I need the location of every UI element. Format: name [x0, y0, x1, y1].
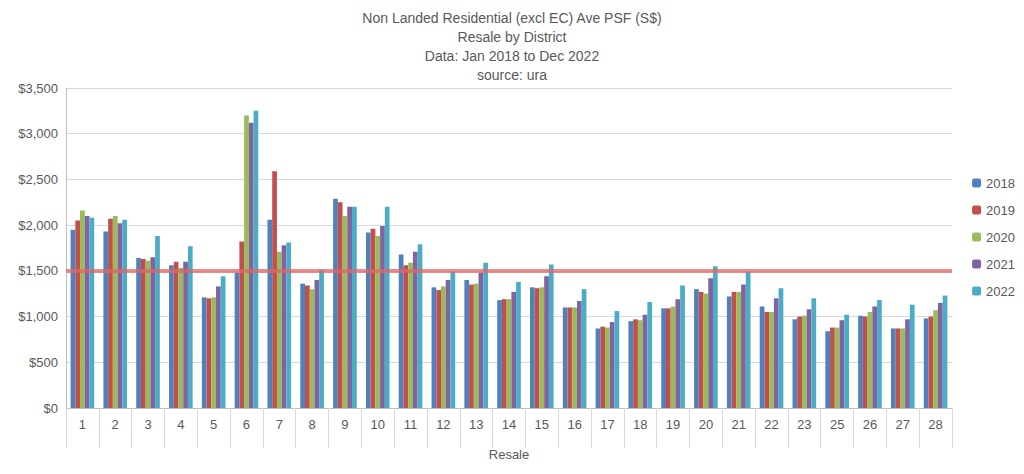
svg-text:10: 10: [371, 417, 385, 432]
svg-text:22: 22: [764, 417, 778, 432]
svg-text:19: 19: [666, 417, 680, 432]
svg-text:21: 21: [731, 417, 745, 432]
svg-text:Data: Jan 2018 to Dec 2022: Data: Jan 2018 to Dec 2022: [425, 48, 600, 64]
svg-text:2020: 2020: [986, 230, 1015, 245]
svg-text:9: 9: [341, 417, 348, 432]
svg-text:18: 18: [633, 417, 647, 432]
svg-text:source: ura: source: ura: [477, 67, 547, 83]
svg-text:1: 1: [79, 417, 86, 432]
svg-text:12: 12: [436, 417, 450, 432]
svg-text:Resale: Resale: [489, 447, 529, 462]
svg-text:23: 23: [797, 417, 811, 432]
svg-text:6: 6: [243, 417, 250, 432]
svg-text:$1,500: $1,500: [18, 263, 58, 278]
svg-text:5: 5: [210, 417, 217, 432]
svg-text:16: 16: [567, 417, 581, 432]
svg-text:14: 14: [502, 417, 516, 432]
svg-text:20: 20: [699, 417, 713, 432]
svg-text:3: 3: [144, 417, 151, 432]
svg-text:7: 7: [276, 417, 283, 432]
svg-text:11: 11: [404, 417, 418, 432]
svg-text:Non Landed Residential (excl E: Non Landed Residential (excl EC) Ave PSF…: [362, 10, 661, 26]
svg-text:4: 4: [177, 417, 184, 432]
svg-text:13: 13: [469, 417, 483, 432]
svg-text:28: 28: [928, 417, 942, 432]
svg-text:2022: 2022: [986, 284, 1015, 299]
svg-text:15: 15: [535, 417, 549, 432]
svg-text:$0: $0: [44, 401, 58, 416]
svg-text:17: 17: [600, 417, 614, 432]
svg-text:26: 26: [863, 417, 877, 432]
svg-text:$2,500: $2,500: [18, 172, 58, 187]
svg-text:25: 25: [830, 417, 844, 432]
svg-text:2018: 2018: [986, 176, 1015, 191]
svg-text:8: 8: [308, 417, 315, 432]
svg-text:$3,000: $3,000: [18, 126, 58, 141]
svg-text:Resale by District: Resale by District: [458, 29, 567, 45]
svg-text:$3,500: $3,500: [18, 81, 58, 96]
svg-text:27: 27: [896, 417, 910, 432]
svg-text:2021: 2021: [986, 257, 1015, 272]
svg-text:$1,000: $1,000: [18, 309, 58, 324]
svg-text:$2,000: $2,000: [18, 218, 58, 233]
svg-text:2: 2: [112, 417, 119, 432]
svg-text:$500: $500: [29, 355, 58, 370]
svg-text:2019: 2019: [986, 203, 1015, 218]
